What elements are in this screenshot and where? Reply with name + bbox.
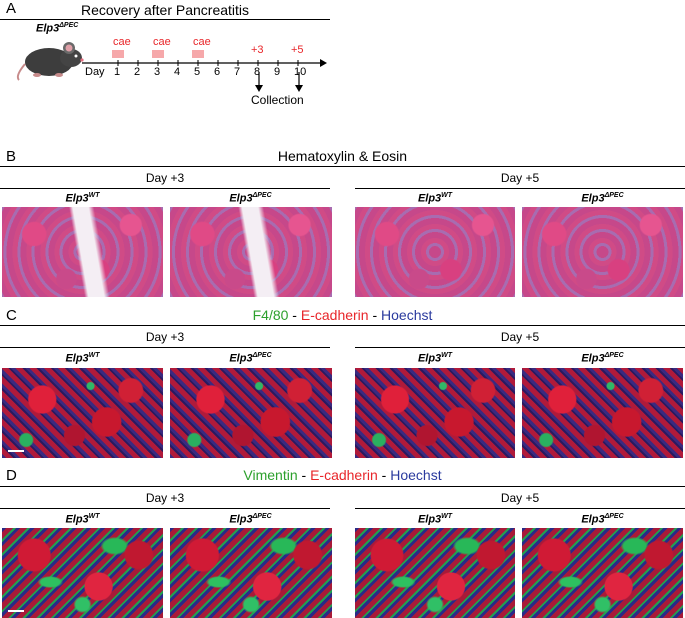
panel-b-day5: Day +5 [500,171,540,185]
geno-b4: Elp3ΔPEC [581,192,624,205]
timeline-day-number: 3 [154,66,161,78]
panel-b-rule [0,166,685,167]
he-image-day3-pec [170,207,332,297]
timeline-day-number: 4 [174,66,181,78]
panel-c-rule [0,325,685,326]
panel-a-letter: A [6,0,17,17]
panel-b-title: Hematoxylin & Eosin [277,148,408,164]
timeline-day-number: 9 [274,66,281,78]
vimentin-image-day5-wt [355,528,515,618]
vimentin-image-day3-wt [2,528,163,618]
panel-d-day3: Day +3 [145,491,185,505]
timeline-day-number: 6 [214,66,221,78]
panel-c-title: F4/80 - E-cadherin - Hoechst [252,307,433,323]
panel-d-day5-rule [355,508,685,509]
vimentin-image-day5-pec [522,528,683,618]
geno-d3: Elp3WT [417,513,453,526]
geno-c1: Elp3WT [65,352,100,365]
panel-b-day5-rule [355,188,685,189]
collection-arrow-day8 [255,85,263,92]
panel-c-letter: C [6,307,17,324]
panel-d-rule [0,486,685,487]
he-image-day5-wt [355,207,515,297]
panel-d-day5: Day +5 [500,491,540,505]
collection-arrow-day10 [295,85,303,92]
he-image-day3-wt [2,207,163,297]
geno-d4: Elp3ΔPEC [581,513,624,526]
panel-a-title: Recovery after Pancreatitis [80,2,250,18]
timeline-day-number: 10 [294,66,307,78]
panel-d-letter: D [6,467,17,484]
cae-label-2: cae [153,36,171,48]
timeline-day-number: 2 [134,66,141,78]
timeline-diagram [82,50,327,92]
geno-b3: Elp3WT [417,192,453,205]
geno-c3: Elp3WT [417,352,453,365]
timeline-day-number: 1 [114,66,121,78]
timeline-day-number: 5 [194,66,201,78]
mouse-icon [16,42,84,81]
geno-b1: Elp3WT [65,192,100,205]
timeline-day-label: Day [85,66,105,78]
panel-c-day3: Day +3 [145,330,185,344]
f480-image-day3-wt [2,368,163,458]
panel-b-day3-rule [0,188,330,189]
scale-bar [8,450,24,452]
f480-image-day3-pec [170,368,332,458]
f480-image-day5-wt [355,368,515,458]
plus3-label: +3 [251,44,264,56]
timeline-day-number: 7 [234,66,241,78]
panel-a-rule [0,19,330,20]
cae-label-1: cae [113,36,131,48]
panel-d-title: Vimentin - E-cadherin - Hoechst [243,467,442,483]
mouse-genotype-label: Elp3ΔPEC [36,22,79,35]
panel-d-day3-rule [0,508,330,509]
f480-image-day5-pec [522,368,683,458]
geno-b2: Elp3ΔPEC [229,192,272,205]
geno-c2: Elp3ΔPEC [229,352,272,365]
he-image-day5-pec [522,207,683,297]
cae-label-3: cae [193,36,211,48]
plus5-label: +5 [291,44,304,56]
collection-label: Collection [251,93,304,107]
timeline-day-number: 8 [254,66,261,78]
geno-d2: Elp3ΔPEC [229,513,272,526]
panel-b-letter: B [6,148,17,165]
scale-bar [8,610,24,612]
geno-c4: Elp3ΔPEC [581,352,624,365]
geno-d1: Elp3WT [65,513,100,526]
vimentin-image-day3-pec [170,528,332,618]
panel-b-day3: Day +3 [145,171,185,185]
panel-c-day5-rule [355,347,685,348]
panel-c-day5: Day +5 [500,330,540,344]
panel-c-day3-rule [0,347,330,348]
